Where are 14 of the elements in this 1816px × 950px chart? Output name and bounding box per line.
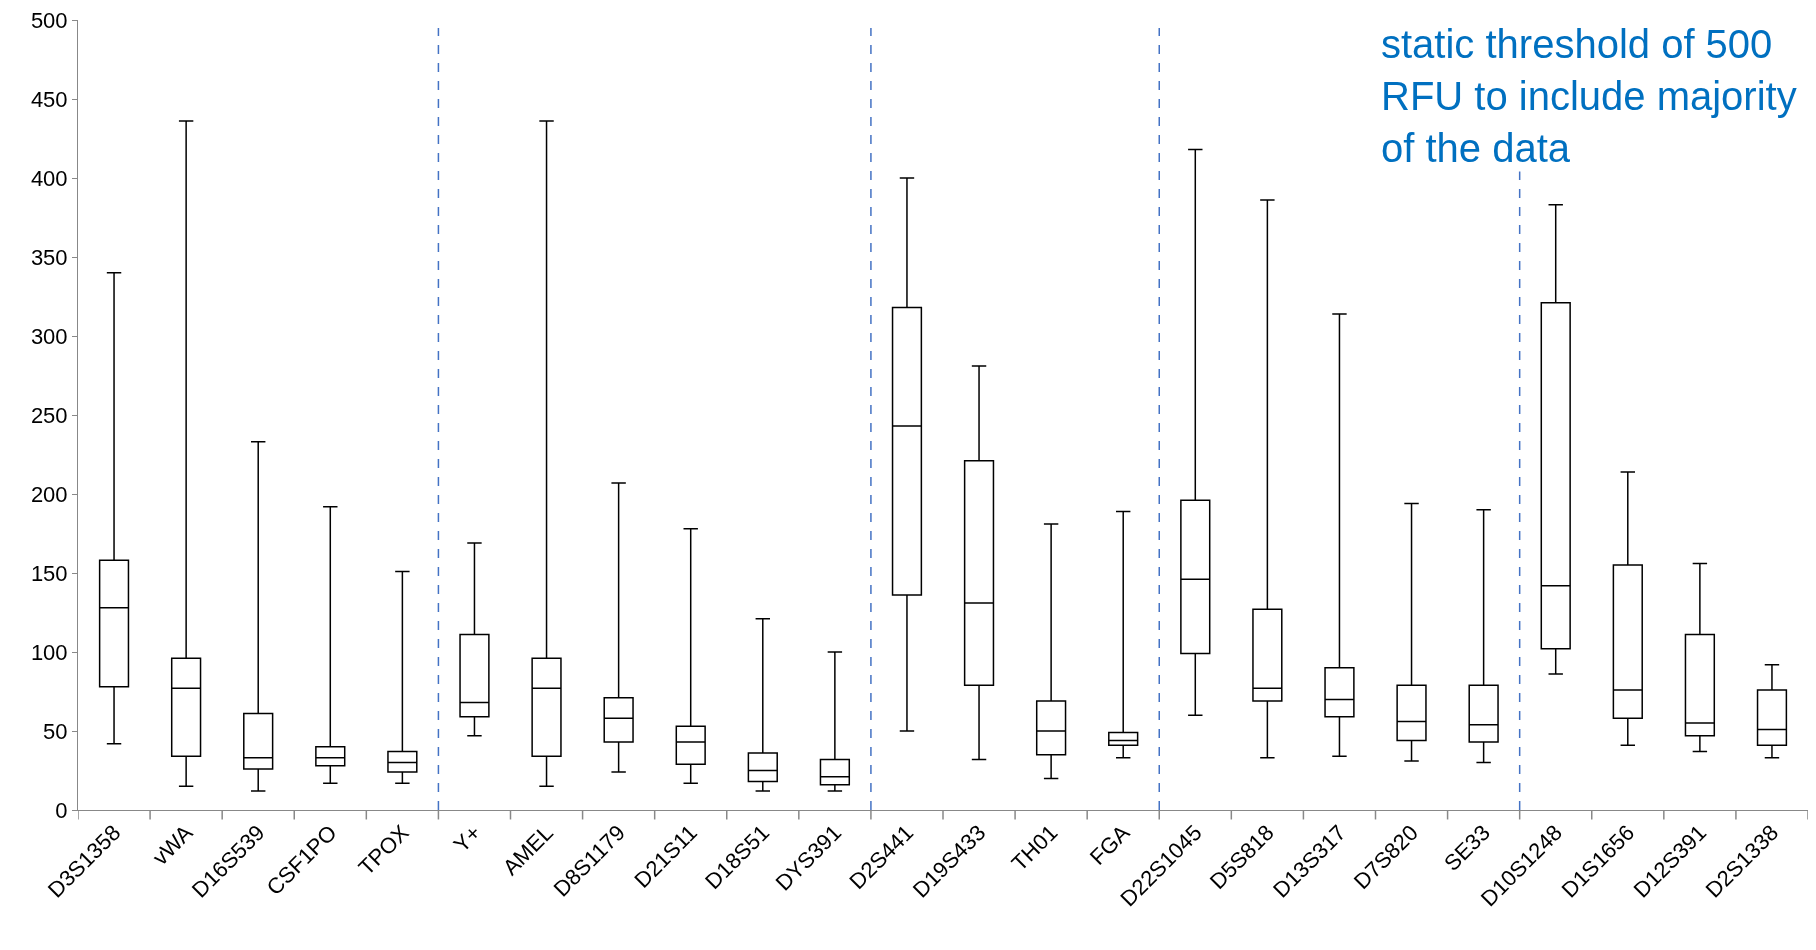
- y-tick-label: 400: [30, 165, 68, 191]
- y-tick-label: 200: [30, 481, 68, 507]
- y-tick-label: 150: [30, 560, 68, 586]
- y-tick-label: 300: [30, 323, 68, 349]
- x-tick-label: Y+: [448, 820, 486, 858]
- y-tick-label: 100: [30, 639, 68, 665]
- y-tick-label: 500: [30, 7, 68, 33]
- y-tick-label: 50: [43, 718, 68, 744]
- y-tick-label: 450: [30, 86, 68, 112]
- y-tick-label: 0: [55, 797, 68, 823]
- x-tick-label: vWA: [147, 819, 198, 870]
- y-tick-label: 350: [30, 244, 68, 270]
- annotation: static threshold of 500 RFU to include majority of the data: [1381, 22, 1797, 170]
- y-tick-label: 250: [30, 402, 68, 428]
